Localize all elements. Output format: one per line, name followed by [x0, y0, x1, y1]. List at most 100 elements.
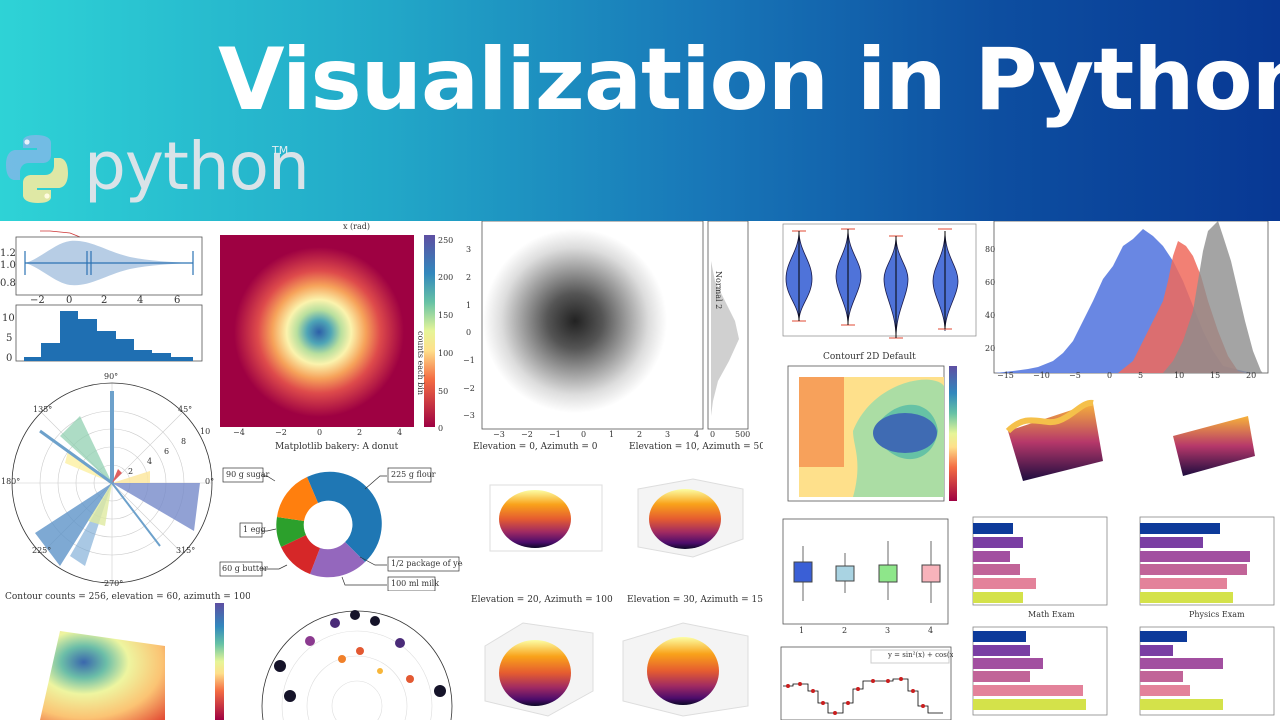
angle-label: 225°: [32, 546, 52, 555]
donut-chart-panel: Matplotlib bakery: A donut 90 g suga: [215, 439, 463, 591]
axis-label: Math Exam: [1028, 610, 1075, 619]
surface-3d-panel: [983, 381, 1280, 513]
chart-title: Elevation = 0, Azimuth = 0: [473, 442, 598, 452]
x-tick: −3: [493, 430, 505, 439]
y-tick: 40: [985, 311, 996, 320]
chart-title: Matplotlib bakery: A donut: [275, 442, 399, 452]
chart-title: Elevation = 10, Azimuth = 50: [629, 442, 763, 452]
overlapping-histograms-panel: 80 60 40 20 −15 −10 −5 0 5 10 15 20: [983, 221, 1280, 381]
donut-label: 225 g flour: [391, 470, 436, 479]
x-tick: 4: [694, 430, 700, 439]
x-tick: 500: [735, 430, 751, 439]
y-tick: −1: [463, 356, 475, 365]
donut-label: 60 g butter: [222, 564, 268, 573]
angle-label: 0°: [205, 477, 215, 486]
x-tick: 0: [66, 295, 73, 306]
x-tick: −15: [997, 371, 1014, 380]
exam-bar-charts-panel: Math Exam Physics Exam: [953, 513, 1280, 720]
violin-and-histogram-panel: 1.2 1.0 0.8 −2 0 2 4 6 10 5 0: [0, 221, 215, 371]
radius-label: 10: [200, 427, 211, 436]
x-tick: 4: [928, 626, 934, 635]
axis-label: Physics Exam: [1189, 610, 1245, 619]
angle-label: 180°: [1, 477, 21, 486]
x-tick: 4: [397, 428, 403, 437]
x-tick: 2: [637, 430, 643, 439]
colorbar-tick: 0: [438, 424, 444, 433]
donut-label: 90 g sugar: [226, 470, 270, 479]
y-tick: −2: [463, 384, 475, 393]
colorbar-tick: 100: [438, 349, 454, 358]
x-tick: 3: [885, 626, 891, 635]
colorbar-tick: 150: [438, 311, 454, 320]
radius-label: 4: [147, 457, 153, 466]
legend-label: y = sin²(x) + cos(x): [888, 651, 953, 659]
x-tick: 10: [1174, 371, 1185, 380]
donut-label: 1 egg: [243, 525, 266, 534]
x-tick: 6: [174, 295, 181, 306]
angle-label: 45°: [178, 405, 193, 414]
radius-label: 8: [181, 437, 187, 446]
angle-label: 315°: [176, 546, 196, 555]
y-tick: 1: [466, 301, 472, 310]
python-logo-icon: [6, 135, 68, 203]
sphere-3d-panel-2: Elevation = 10, Azimuth = 50: [613, 439, 763, 591]
y-tick: 0.8: [0, 278, 16, 289]
x-tick: 2: [101, 295, 108, 306]
x-tick: 15: [1210, 371, 1221, 380]
trademark-symbol: TM: [272, 144, 289, 157]
x-tick: −2: [275, 428, 287, 437]
polar-bar-chart-panel: 90° 45° 0° 315° 270° 225° 180° 135° 2 4 …: [0, 371, 215, 591]
x-tick: −2: [30, 295, 45, 306]
x-tick: −4: [233, 428, 245, 437]
y-tick: 1.2: [0, 248, 16, 259]
x-tick: 1: [799, 626, 805, 635]
polar-scatter-panel: [250, 591, 463, 720]
contourf-2d-panel: Contourf 2D Default: [763, 351, 983, 511]
x-tick: −1: [549, 430, 561, 439]
radius-label: 2: [128, 467, 134, 476]
colorbar-tick: 200: [438, 273, 454, 282]
x-tick: 0: [710, 430, 716, 439]
x-tick: −2: [521, 430, 533, 439]
violin-plot-blue-panel: [763, 221, 983, 351]
x-tick: 0: [317, 428, 323, 437]
y-tick: 80: [985, 245, 996, 254]
marginal-label: Normal 2: [714, 271, 723, 310]
hist2d-grayscale-panel: 3 2 1 0 −1 −2 −3 −3 −2 −1 0 1 2 3 4 Norm…: [463, 221, 763, 439]
errorbar-step-panel: y = sin²(x) + cos(x): [763, 641, 953, 720]
colorbar-tick: 250: [438, 236, 454, 245]
top-axis-label: x (rad): [343, 222, 371, 231]
y-tick: 3: [466, 245, 472, 254]
x-tick: 5: [1138, 371, 1144, 380]
contour-3d-panel: Contour counts = 256, elevation = 60, az…: [0, 591, 250, 720]
y-tick: −3: [463, 411, 475, 420]
python-wordmark: python: [84, 128, 310, 205]
x-tick: 1: [609, 430, 615, 439]
x-tick: 3: [665, 430, 671, 439]
x-tick: −10: [1033, 371, 1050, 380]
donut-label: 1/2 package of yeast: [391, 559, 463, 568]
y-tick: 20: [985, 344, 996, 353]
colorbar-label: counts each bin: [416, 331, 425, 395]
x-tick: 2: [842, 626, 848, 635]
y-tick: 10: [2, 313, 15, 324]
sphere-3d-panel-4: Elevation = 30, Azimuth = 150: [613, 591, 763, 720]
chart-title: Elevation = 30, Azimuth = 150: [627, 595, 763, 605]
notched-boxplot-panel: 1 2 3 4: [763, 511, 953, 641]
hexbin-heatmap-panel: x (rad) 250 200 150: [215, 221, 463, 439]
title-banner: Visualization in Python python TM: [0, 0, 1280, 221]
y-tick: 2: [466, 273, 472, 282]
y-tick: 1.0: [0, 260, 16, 271]
chart-title: Contour counts = 256, elevation = 60, az…: [5, 592, 250, 602]
y-tick: 5: [6, 333, 13, 344]
angle-label: 90°: [104, 372, 119, 381]
sphere-3d-panel-3: Elevation = 20, Azimuth = 100: [463, 591, 613, 720]
radius-label: 6: [164, 447, 170, 456]
x-tick: 0: [581, 430, 587, 439]
y-tick: 0: [466, 328, 472, 337]
y-tick: 60: [985, 278, 996, 287]
x-tick: 4: [137, 295, 144, 306]
angle-label: 135°: [33, 405, 53, 414]
banner-title: Visualization in Python: [218, 30, 1280, 130]
